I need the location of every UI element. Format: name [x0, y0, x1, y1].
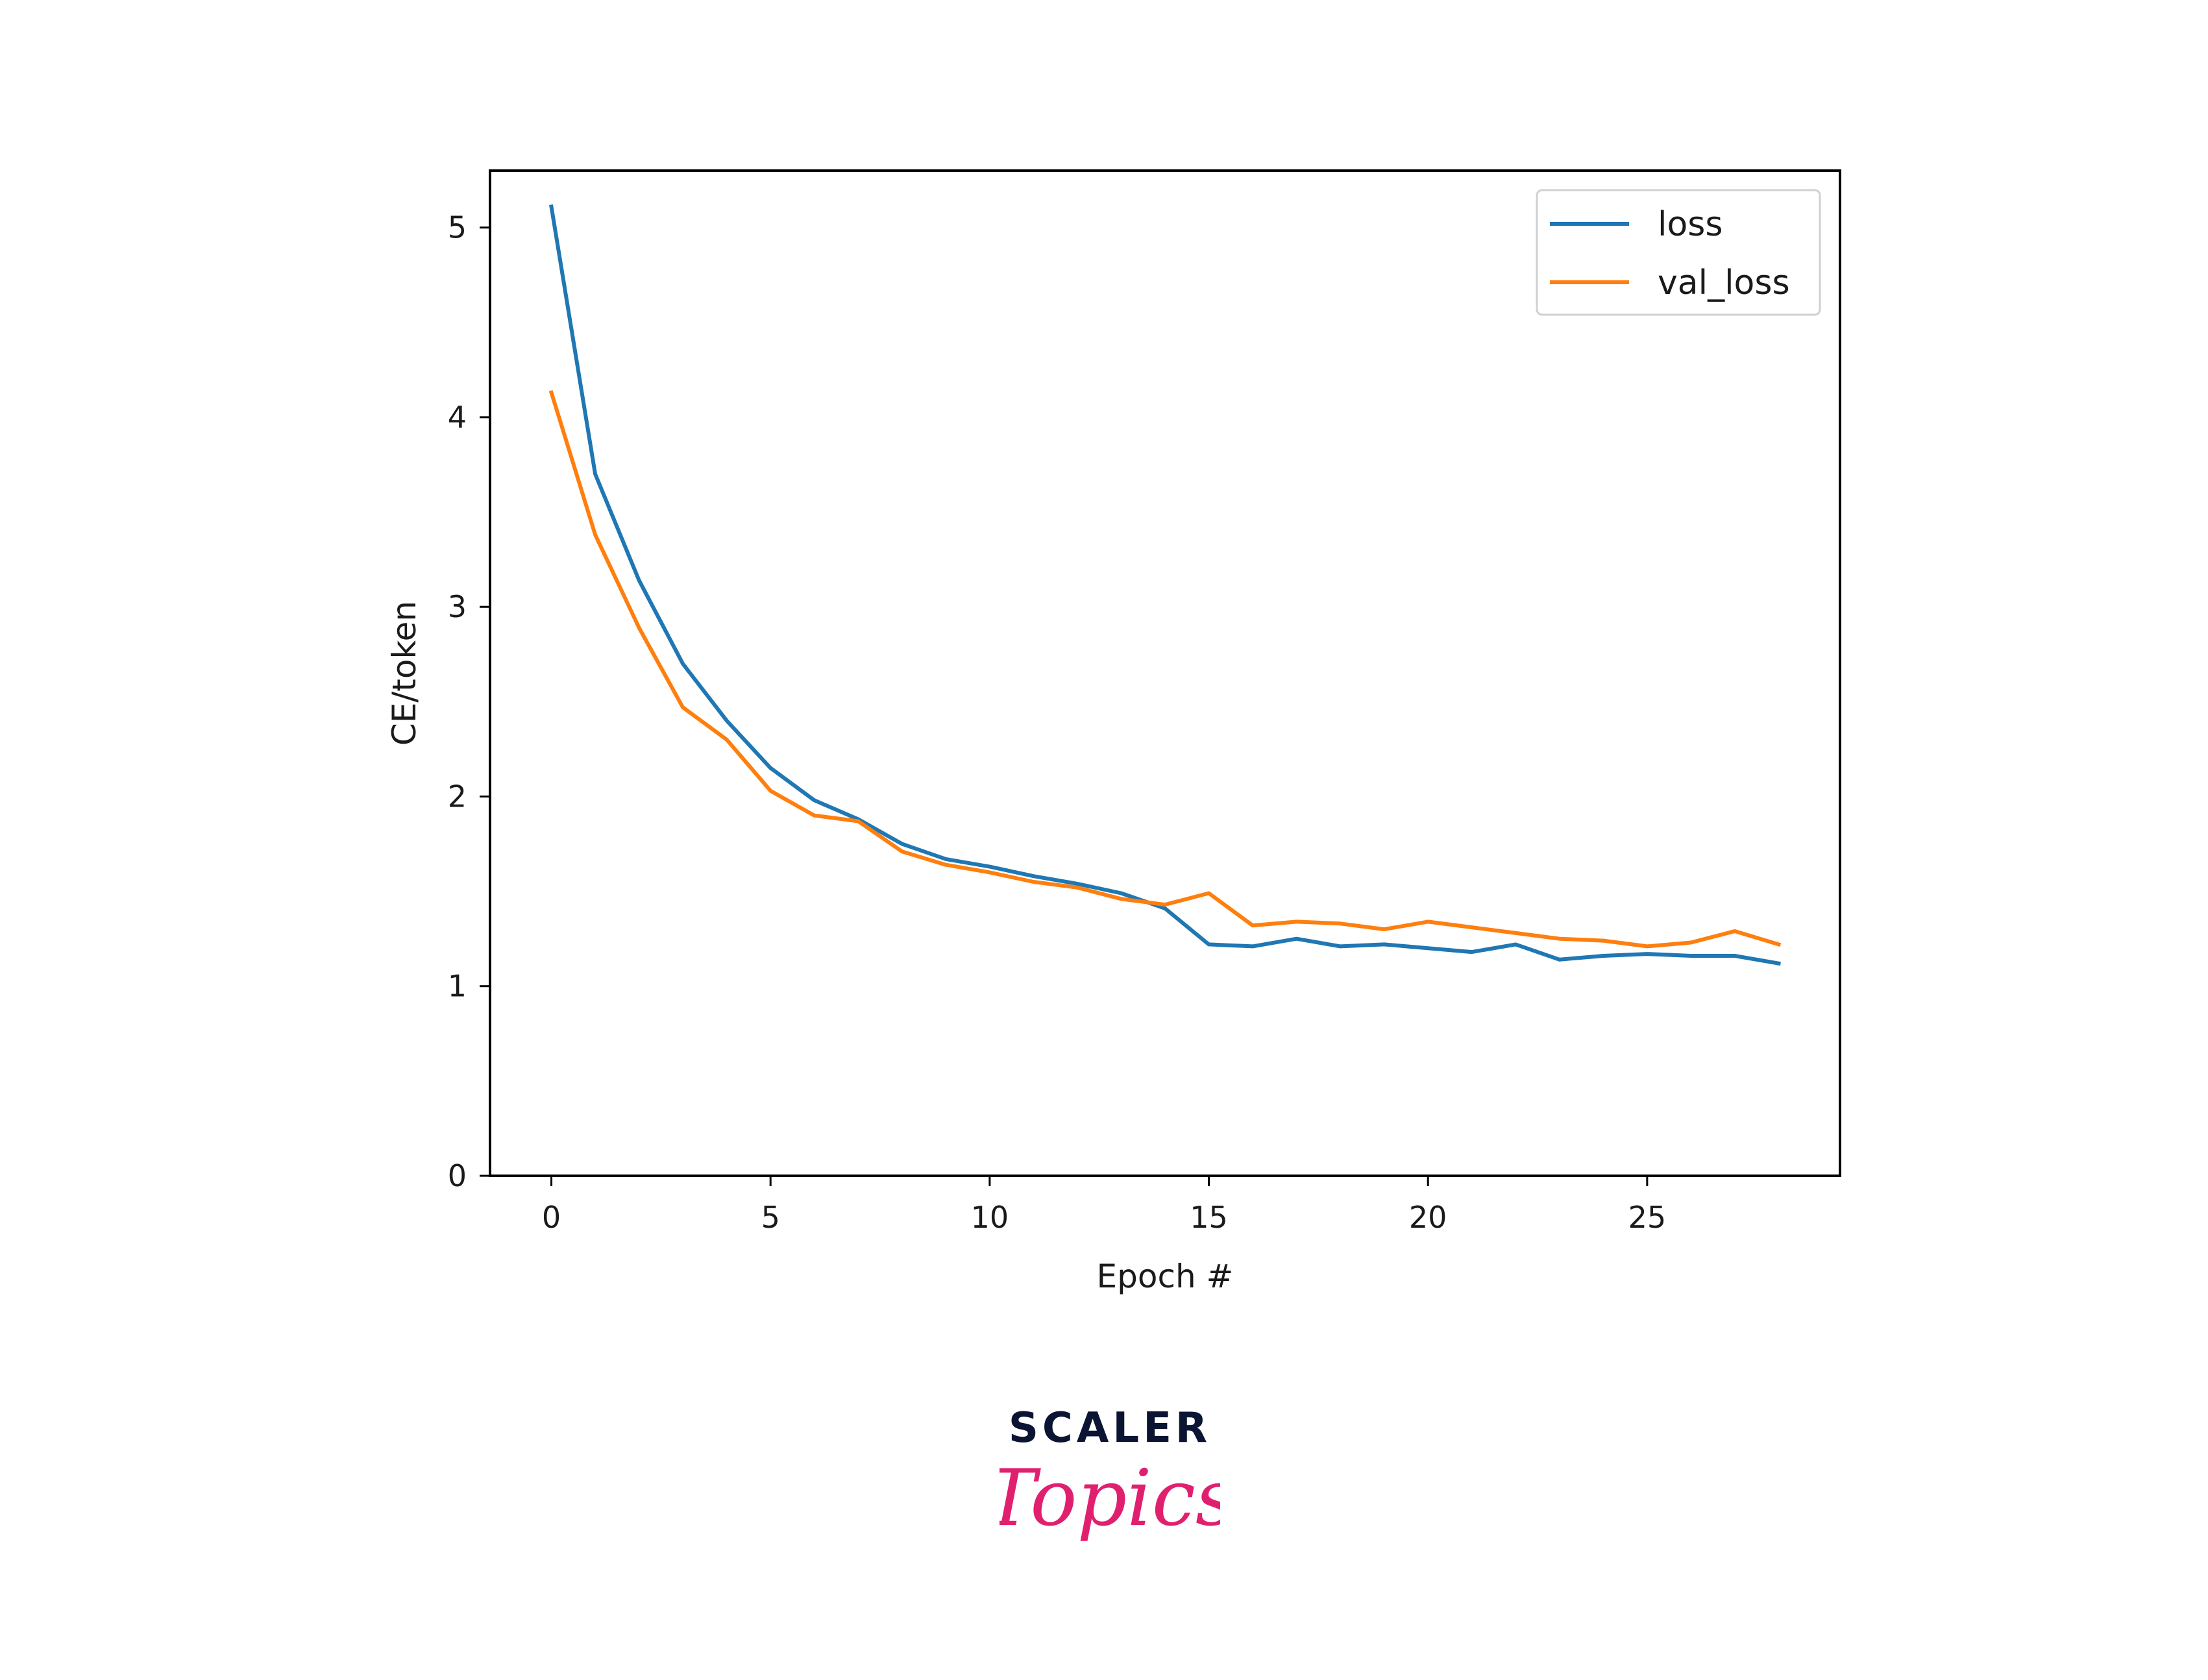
y-tick-label: 0: [448, 1158, 467, 1193]
x-tick-label: 15: [1190, 1200, 1228, 1235]
legend: loss val_loss: [1536, 189, 1821, 316]
scaler-topics-logo: SCALER Topics: [1000, 1404, 1220, 1544]
x-tick-label: 5: [761, 1200, 780, 1235]
legend-label-loss: loss: [1658, 205, 1723, 244]
series-line-val-loss: [548, 390, 1782, 949]
series-line-loss: [549, 204, 1781, 966]
plot-area: [489, 169, 1841, 1177]
logo-topics-text: Topics: [1000, 1454, 1220, 1544]
y-tick-label: 2: [448, 779, 467, 814]
y-tick-label: 5: [448, 210, 467, 245]
logo-scaler-text: SCALER: [1009, 1404, 1211, 1452]
y-tick-label: 4: [448, 400, 467, 435]
x-axis-label: Epoch #: [1097, 1258, 1234, 1295]
x-tick-label: 20: [1409, 1200, 1447, 1235]
x-tick-label: 10: [971, 1200, 1009, 1235]
x-tick-label: 25: [1628, 1200, 1667, 1235]
axis-ticks: 0 5 10 15 20 25 0 1 2 3 4 5: [448, 210, 1666, 1235]
plot-frame: [489, 169, 1841, 1177]
y-axis-label: CE/token: [386, 601, 423, 746]
y-tick-label: 3: [448, 589, 467, 624]
y-tick-label: 1: [448, 969, 467, 1004]
x-tick-label: 0: [542, 1200, 561, 1235]
legend-label-val-loss: val_loss: [1658, 263, 1790, 302]
